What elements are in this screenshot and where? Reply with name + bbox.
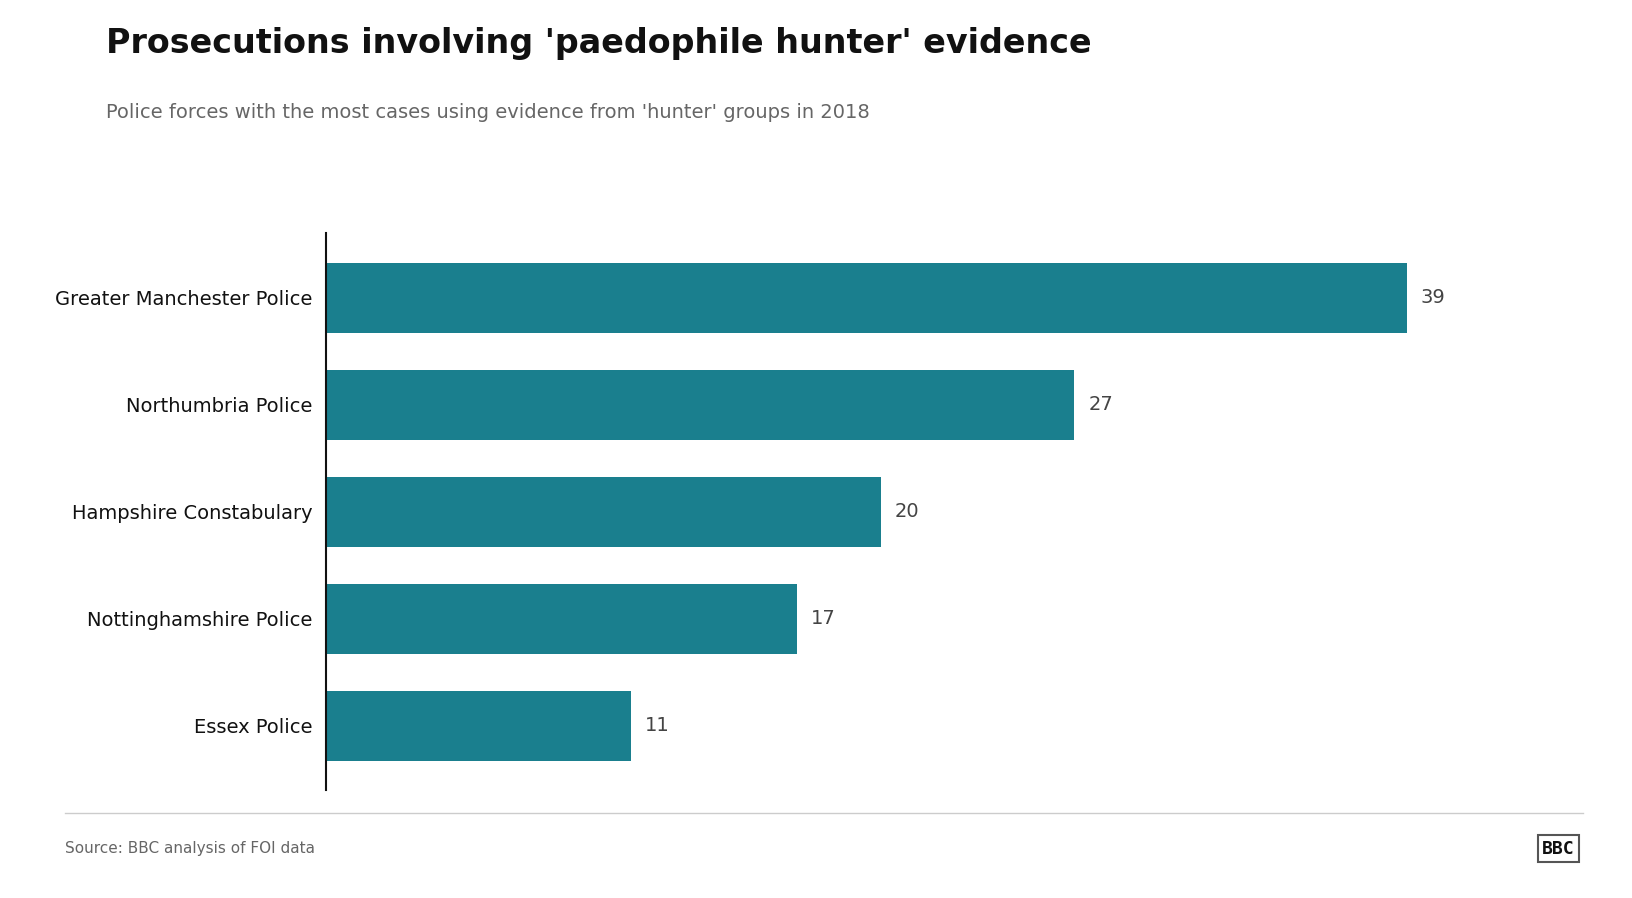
Bar bbox=[326, 584, 798, 654]
Bar bbox=[326, 477, 881, 547]
Text: BBC: BBC bbox=[1542, 840, 1575, 858]
Bar bbox=[326, 691, 632, 761]
Bar bbox=[326, 263, 1407, 332]
Text: 11: 11 bbox=[645, 717, 669, 735]
Text: 27: 27 bbox=[1089, 395, 1113, 414]
Text: 17: 17 bbox=[811, 610, 836, 629]
Text: 20: 20 bbox=[894, 502, 919, 522]
Text: Police forces with the most cases using evidence from 'hunter' groups in 2018: Police forces with the most cases using … bbox=[106, 103, 870, 122]
Text: Prosecutions involving 'paedophile hunter' evidence: Prosecutions involving 'paedophile hunte… bbox=[106, 27, 1092, 60]
Bar bbox=[326, 370, 1074, 440]
Text: Source: BBC analysis of FOI data: Source: BBC analysis of FOI data bbox=[65, 841, 315, 856]
Text: 39: 39 bbox=[1421, 288, 1446, 307]
